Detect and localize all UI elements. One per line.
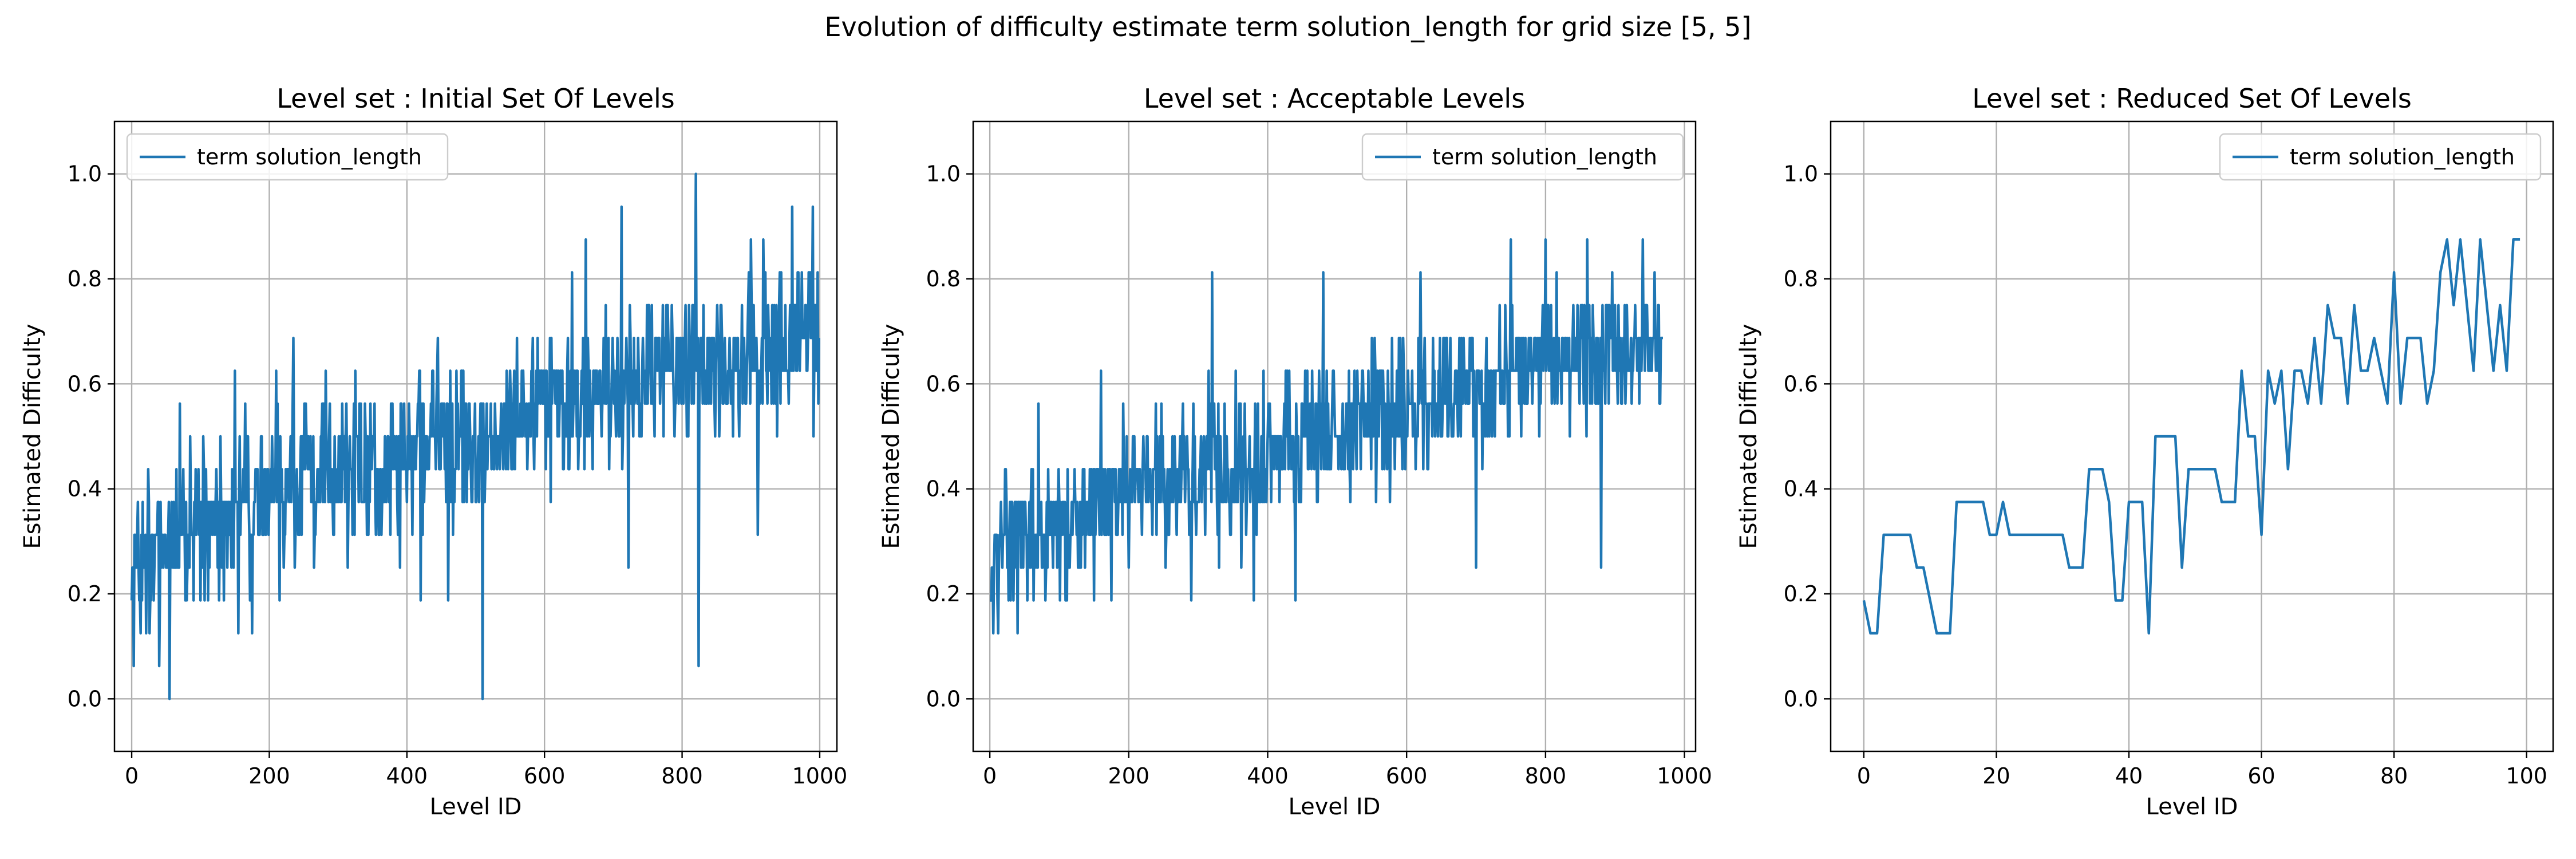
subplot-3: 0 20 40 60 80 100 0.0 0.2 0.4 0.6 0.8 1.0 Level set … <box>1736 83 2554 820</box>
y-axis-label: Estimated Difficulty <box>878 324 904 549</box>
x-axis-label: Level ID <box>430 794 522 820</box>
legend-label: term solution_length <box>197 144 422 170</box>
y-tick-label: 0.6 <box>68 371 102 396</box>
subplot-title: Level set : Reduced Set Of Levels <box>1972 83 2412 114</box>
x-tick-label: 60 <box>2247 763 2275 789</box>
series-line-term-solution_length <box>130 172 820 700</box>
x-tick-label: 80 <box>2380 763 2408 789</box>
y-axis-label: Estimated Difficulty <box>1736 324 1762 549</box>
x-tick-label: 600 <box>524 763 566 789</box>
series-line-term-solution_length <box>1862 238 2520 635</box>
legend-box <box>126 133 449 181</box>
x-tick-label: 0 <box>983 763 997 789</box>
x-tick-label: 40 <box>2115 763 2143 789</box>
y-tick-label: 0.0 <box>926 686 961 711</box>
subplot-title: Level set : Initial Set Of Levels <box>276 83 675 114</box>
x-tick-label: 400 <box>386 763 428 789</box>
legend: term solution_length <box>126 133 449 181</box>
x-tick-label: 800 <box>661 763 703 789</box>
y-tick-label: 0.2 <box>1784 581 1818 606</box>
legend-box <box>2219 133 2542 181</box>
x-tick-label: 1000 <box>792 763 848 789</box>
x-tick-label: 200 <box>248 763 290 789</box>
y-tick-label: 0.2 <box>926 581 961 606</box>
y-tick-label: 0.6 <box>1784 371 1818 396</box>
x-axis-label: Level ID <box>1289 794 1381 820</box>
axes-frame <box>1830 120 2554 752</box>
legend: term solution_length <box>1361 133 1684 181</box>
y-tick-label: 0.2 <box>68 581 102 606</box>
y-tick-label: 0.0 <box>1784 686 1818 711</box>
y-tick-label: 0.4 <box>68 476 102 502</box>
legend-box <box>1361 133 1684 181</box>
x-tick-label: 1000 <box>1657 763 1712 789</box>
y-tick-label: 0.4 <box>926 476 961 502</box>
y-tick-label: 1.0 <box>926 161 961 187</box>
y-tick-label: 0.0 <box>68 686 102 711</box>
x-tick-label: 400 <box>1247 763 1289 789</box>
x-tick-label: 800 <box>1525 763 1567 789</box>
y-tick-label: 0.6 <box>926 371 961 396</box>
x-tick-label: 0 <box>125 763 139 789</box>
y-tick-label: 0.8 <box>1784 266 1818 291</box>
subplot-title: Level set : Acceptable Levels <box>1144 83 1525 114</box>
y-tick-label: 0.8 <box>926 266 961 291</box>
figure-suptitle: Evolution of difficulty estimate term so… <box>824 11 1752 42</box>
x-tick-label: 600 <box>1386 763 1428 789</box>
x-tick-label: 200 <box>1108 763 1150 789</box>
axes-frame <box>972 120 1697 752</box>
legend-label: term solution_length <box>2290 144 2515 170</box>
y-tick-label: 0.4 <box>1784 476 1818 502</box>
series-line-term-solution_length <box>989 238 1664 635</box>
y-tick-label: 1.0 <box>1784 161 1818 187</box>
x-axis-label: Level ID <box>2146 794 2238 820</box>
axes-frame <box>113 120 838 752</box>
y-axis-label: Estimated Difficulty <box>19 324 46 549</box>
x-tick-label: 0 <box>1857 763 1871 789</box>
legend-label: term solution_length <box>1432 144 1657 170</box>
subplot-2: 0 200 400 600 800 1000 0.0 0.2 0.4 0.6 0.8 1.0 Level… <box>878 83 1712 820</box>
y-tick-label: 0.8 <box>68 266 102 291</box>
subplot-1: 0 200 400 600 800 1000 0.0 0.2 0.4 0.6 0.8 1.0 Level… <box>19 83 847 820</box>
legend: term solution_length <box>2219 133 2542 181</box>
x-tick-label: 100 <box>2506 763 2547 789</box>
y-tick-label: 1.0 <box>68 161 102 187</box>
plot-area <box>1831 121 2553 751</box>
x-tick-label: 20 <box>1982 763 2010 789</box>
